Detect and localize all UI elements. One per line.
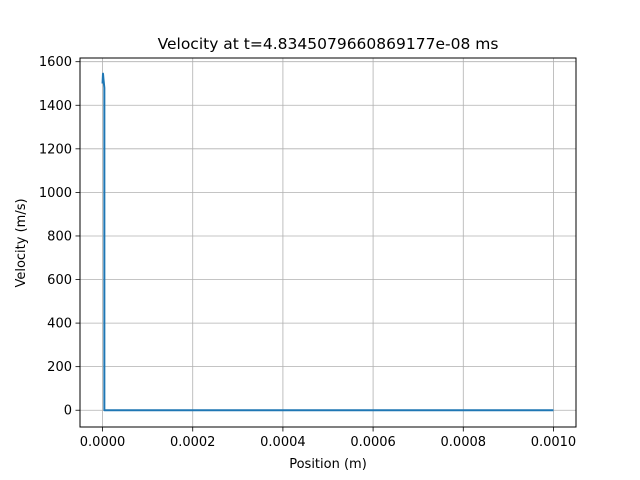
x-tick-label: 0.0002 — [170, 435, 216, 450]
y-tick-label: 0 — [64, 404, 72, 419]
series-layer — [101, 72, 554, 412]
x-axis-label: Position (m) — [289, 457, 367, 472]
y-tick-label: 1200 — [39, 142, 72, 157]
y-tick-label: 800 — [47, 229, 72, 244]
chart-title: Velocity at t=4.8345079660869177e-08 ms — [158, 35, 499, 53]
plot-frame — [79, 57, 577, 428]
y-axis-label: Velocity (m/s) — [14, 198, 29, 287]
tick-layer: 0.0000 0.0002 0.0004 0.0006 0.0008 0.0010 0 200… — [39, 55, 576, 450]
y-tick-label: 1600 — [39, 55, 72, 70]
x-tick-label: 0.0008 — [441, 435, 487, 450]
y-tick-label: 600 — [47, 273, 72, 288]
x-tick-label: 0.0000 — [80, 435, 126, 450]
y-tick-label: 1400 — [39, 99, 72, 114]
x-tick-label: 0.0004 — [260, 435, 306, 450]
y-tick-label: 200 — [47, 360, 72, 375]
x-tick-label: 0.0010 — [531, 435, 577, 450]
series-line-0 — [101, 72, 554, 412]
y-tick-label: 1000 — [39, 186, 72, 201]
grid-layer — [80, 58, 576, 427]
y-tick-label: 400 — [47, 317, 72, 332]
x-tick-label: 0.0006 — [350, 435, 396, 450]
